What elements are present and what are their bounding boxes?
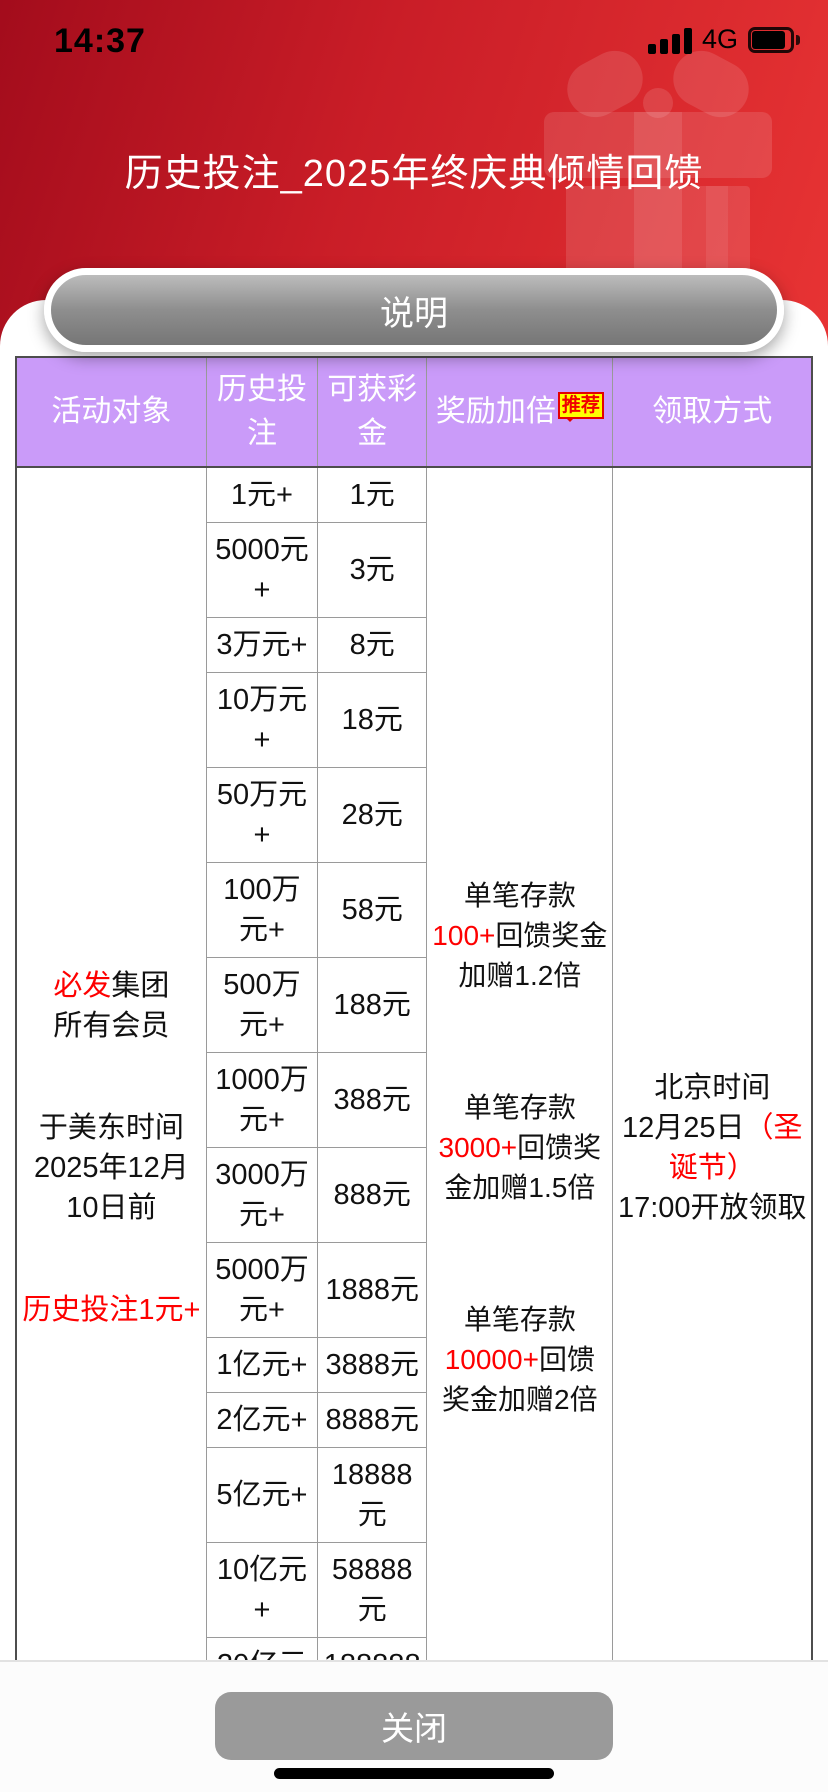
- prize-cell: 3元: [317, 522, 428, 618]
- page-title: 历史投注_2025年终庆典倾情回馈: [124, 153, 704, 195]
- table-row: 20亿元+188888元: [16, 1637, 812, 1660]
- promo-card-scroll-area[interactable]: 活动对象 历史投注 可获彩金 奖励加倍 推荐 领取方式 必发集团 所有会员 于美东时…: [0, 300, 828, 1660]
- prize-cell: 18888元: [317, 1447, 428, 1543]
- col-header-prize: 可获彩金: [317, 356, 428, 468]
- col-header-history-bet: 历史投注: [205, 356, 319, 468]
- prize-cell: 1元: [317, 466, 428, 523]
- home-indicator[interactable]: [274, 1768, 554, 1779]
- tier-cell: 2亿元+: [205, 1392, 319, 1448]
- tier-cell: 1亿元+: [205, 1337, 319, 1393]
- battery-icon: [748, 26, 800, 53]
- footer-bar: 关闭: [0, 1660, 828, 1792]
- promo-table: 活动对象 历史投注 可获彩金 奖励加倍 推荐 领取方式 必发集团 所有会员 于美东时…: [15, 356, 813, 1660]
- table-row: 3万元+ 8元: [16, 617, 812, 673]
- prize-cell: 188元: [317, 957, 428, 1053]
- tier-cell: 10万元+: [205, 672, 319, 768]
- col-header-audience: 活动对象: [15, 356, 207, 468]
- col-header-bonus-multiplier: 奖励加倍 推荐: [426, 356, 614, 468]
- tier-cell: 1000万元+: [205, 1052, 319, 1148]
- audience-cell: 必发集团 所有会员 于美东时间 2025年12月10日前 历史投注1元+: [15, 466, 207, 1660]
- network-type-label: 4G: [701, 24, 738, 54]
- table-row: 1亿元+ 3888元: [16, 1337, 812, 1393]
- table-row: 5000元+ 3元: [16, 522, 812, 618]
- prize-cell: 8888元: [317, 1392, 428, 1448]
- prize-cell: 188888元: [317, 1637, 428, 1660]
- table-row: 5000万元+ 1888元: [16, 1242, 812, 1338]
- close-button[interactable]: 关闭: [215, 1692, 613, 1760]
- info-button[interactable]: 说明: [44, 268, 784, 352]
- prize-cell: 888元: [317, 1147, 428, 1243]
- cellular-signal-icon: [647, 26, 692, 54]
- col-header-claim-method: 领取方式: [612, 356, 813, 468]
- tier-cell: 5000元+: [205, 522, 319, 618]
- prize-cell: 28元: [317, 767, 428, 863]
- tier-cell: 50万元+: [205, 767, 319, 863]
- status-bar: 14:37 4G: [0, 16, 828, 64]
- tier-cell: 500万元+: [205, 957, 319, 1053]
- bonus-multiplier-cell: 单笔存款100+回馈奖金加赠1.2倍 单笔存款3000+回馈奖金加赠1.5倍 单…: [426, 466, 614, 1660]
- tier-cell: 100万元+: [205, 862, 319, 958]
- table-row: 500万元+ 188元: [16, 957, 812, 1053]
- prize-cell: 388元: [317, 1052, 428, 1148]
- table-row: 10万元+ 18元: [16, 672, 812, 768]
- table-row: 50万元+ 28元: [16, 767, 812, 863]
- table-row: 10亿元+ 58888元: [16, 1542, 812, 1638]
- clock: 14:37: [54, 22, 146, 60]
- tier-cell: 3万元+: [205, 617, 319, 673]
- recommend-badge: 推荐: [557, 392, 604, 422]
- tier-cell: 5亿元+: [205, 1447, 319, 1543]
- prize-cell: 58元: [317, 862, 428, 958]
- tier-cell: 1元+: [205, 466, 319, 523]
- table-row: 1000万元+ 388元: [16, 1052, 812, 1148]
- tier-cell: 10亿元+: [205, 1542, 319, 1638]
- tier-cell: 3000万元+: [205, 1147, 319, 1243]
- table-row: 5亿元+ 18888元: [16, 1447, 812, 1543]
- prize-cell: 3888元: [317, 1337, 428, 1393]
- tier-cell: 20亿元+: [205, 1637, 319, 1660]
- prize-cell: 58888元: [317, 1542, 428, 1638]
- prize-cell: 1888元: [317, 1242, 428, 1338]
- prize-cell: 8元: [317, 617, 428, 673]
- prize-cell: 18元: [317, 672, 428, 768]
- table-row: 必发集团 所有会员 于美东时间 2025年12月10日前 历史投注1元+ 1元+ 1…: [15, 466, 813, 1660]
- table-row: 2亿元+ 8888元: [16, 1392, 812, 1448]
- claim-method-cell: 北京时间 12月25日（圣诞节） 17:00开放领取: [612, 466, 813, 1660]
- tier-cell: 5000万元+: [205, 1242, 319, 1338]
- table-header-row: 活动对象 历史投注 可获彩金 奖励加倍 推荐 领取方式: [15, 356, 813, 468]
